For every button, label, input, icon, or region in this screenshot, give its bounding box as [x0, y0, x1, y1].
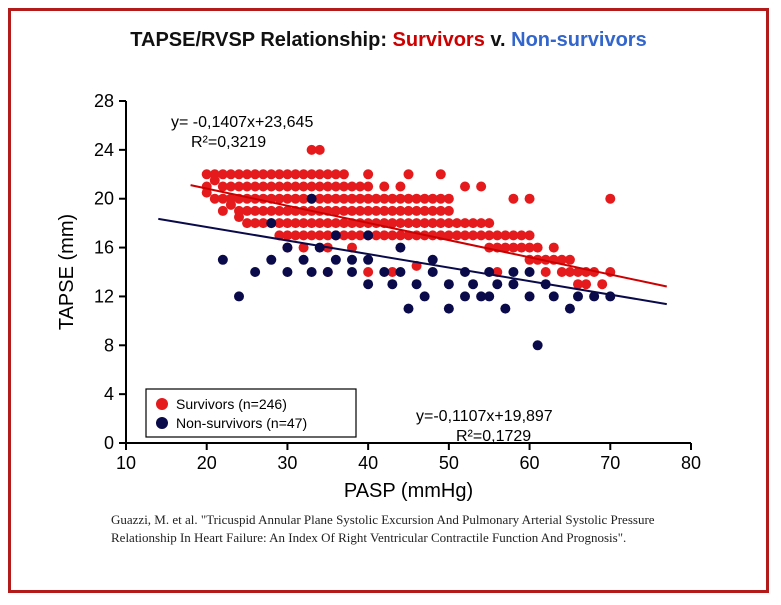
- svg-text:30: 30: [277, 453, 297, 473]
- title-survivors: Survivors: [393, 29, 485, 51]
- svg-text:12: 12: [94, 286, 114, 306]
- svg-text:20: 20: [197, 453, 217, 473]
- title-nonsurvivors: Non-survivors: [511, 29, 647, 51]
- title-vs: v.: [485, 29, 511, 51]
- title-prefix: TAPSE/RVSP Relationship:: [130, 29, 392, 51]
- citation-text: Guazzi, M. et al. "Tricuspid Annular Pla…: [111, 511, 671, 546]
- svg-text:50: 50: [439, 453, 459, 473]
- svg-text:10: 10: [116, 453, 136, 473]
- svg-text:28: 28: [94, 91, 114, 111]
- chart-svg: 10 20 30 40 50 60 70 80 0 4 8 12 16 20 24 28 PASP (mmHg)…: [51, 91, 711, 511]
- svg-text:4: 4: [104, 384, 114, 404]
- svg-text:70: 70: [600, 453, 620, 473]
- svg-text:Survivors (n=246): Survivors (n=246): [176, 396, 287, 412]
- svg-text:PASP (mmHg): PASP (mmHg): [344, 480, 473, 502]
- svg-text:80: 80: [681, 453, 701, 473]
- scatter-chart: 10203040506070800481216202428PASP (mmHg)…: [51, 91, 711, 491]
- svg-text:y=-0,1107x+19,897: y=-0,1107x+19,897: [416, 408, 553, 425]
- svg-text:16: 16: [94, 238, 114, 258]
- svg-text:y= -0,1407x+23,645: y= -0,1407x+23,645: [171, 114, 313, 131]
- svg-text:Non-survivors (n=47): Non-survivors (n=47): [176, 415, 307, 431]
- figure-title: TAPSE/RVSP Relationship: Survivors v. No…: [11, 29, 766, 52]
- svg-text:8: 8: [104, 335, 114, 355]
- svg-text:60: 60: [520, 453, 540, 473]
- svg-text:TAPSE (mm): TAPSE (mm): [56, 214, 78, 330]
- figure-frame: TAPSE/RVSP Relationship: Survivors v. No…: [8, 8, 769, 593]
- svg-text:0: 0: [104, 433, 114, 453]
- svg-text:24: 24: [94, 140, 114, 160]
- svg-text:40: 40: [358, 453, 378, 473]
- svg-text:R²=0,3219: R²=0,3219: [191, 134, 266, 151]
- svg-text:R²=0,1729: R²=0,1729: [456, 428, 531, 445]
- svg-text:20: 20: [94, 189, 114, 209]
